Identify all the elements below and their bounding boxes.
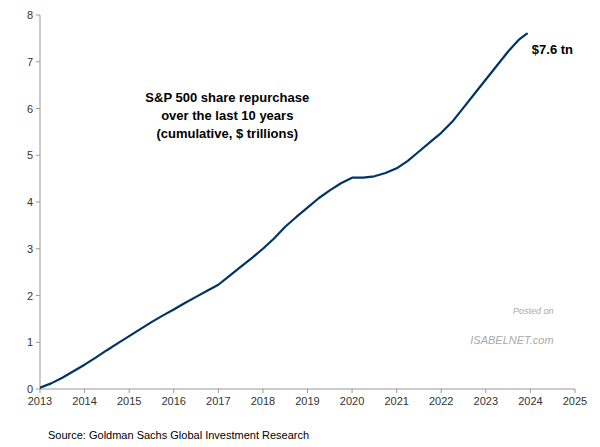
axes: 2013201420152016201720182019202020212022…: [27, 9, 587, 407]
y-tick-label: 6: [27, 103, 33, 115]
x-tick-label: 2024: [518, 395, 542, 407]
x-tick-label: 2021: [384, 395, 408, 407]
y-tick: [36, 342, 40, 343]
x-tick: [485, 389, 486, 393]
series-line: [40, 34, 527, 388]
x-tick: [396, 389, 397, 393]
x-tick-label: 2015: [117, 395, 141, 407]
x-tick: [352, 389, 353, 393]
texts: S&P 500 share repurchase over the last 10…: [48, 42, 573, 441]
x-tick: [530, 389, 531, 393]
x-tick: [129, 389, 130, 393]
x-tick: [441, 389, 442, 393]
y-tick-label: 0: [27, 383, 33, 395]
chart-container: 2013201420152016201720182019202020212022…: [0, 0, 600, 447]
y-tick: [36, 155, 40, 156]
y-tick: [36, 248, 40, 249]
y-tick-label: 5: [27, 149, 33, 161]
watermark: ISABELNET.com: [470, 334, 553, 346]
title-line: (cumulative, $ trillions): [156, 126, 298, 141]
watermark: Posted on: [513, 306, 554, 316]
y-tick: [36, 15, 40, 16]
background: [0, 0, 600, 447]
y-tick: [36, 61, 40, 62]
x-tick-label: 2013: [28, 395, 52, 407]
x-tick-label: 2020: [340, 395, 364, 407]
y-tick-label: 2: [27, 290, 33, 302]
x-tick-label: 2025: [563, 395, 587, 407]
y-tick-label: 3: [27, 243, 33, 255]
x-tick: [307, 389, 308, 393]
title: S&P 500 share repurchase over the last 10…: [145, 90, 309, 141]
y-tick-label: 8: [27, 9, 33, 21]
x-tick: [218, 389, 219, 393]
y-tick: [36, 389, 40, 390]
x-tick: [84, 389, 85, 393]
y-tick: [36, 202, 40, 203]
x-tick-label: 2023: [474, 395, 498, 407]
plot-area: [40, 34, 527, 388]
end-label: $7.6 tn: [532, 42, 573, 57]
x-tick-label: 2014: [72, 395, 96, 407]
x-tick-label: 2017: [206, 395, 230, 407]
x-tick-label: 2019: [295, 395, 319, 407]
title-line: S&P 500 share repurchase: [145, 90, 309, 105]
y-tick-label: 4: [27, 196, 33, 208]
y-tick-label: 7: [27, 56, 33, 68]
x-tick-label: 2018: [251, 395, 275, 407]
x-tick-label: 2016: [162, 395, 186, 407]
source: Source: Goldman Sachs Global Investment …: [48, 429, 309, 441]
y-tick: [36, 295, 40, 296]
chart: 2013201420152016201720182019202020212022…: [0, 0, 600, 447]
x-tick-label: 2022: [429, 395, 453, 407]
y-tick: [36, 108, 40, 109]
title-line: over the last 10 years: [161, 108, 293, 123]
x-tick: [173, 389, 174, 393]
x-tick: [40, 389, 41, 393]
y-tick-label: 1: [27, 336, 33, 348]
x-tick: [575, 389, 576, 393]
x-tick: [262, 389, 263, 393]
